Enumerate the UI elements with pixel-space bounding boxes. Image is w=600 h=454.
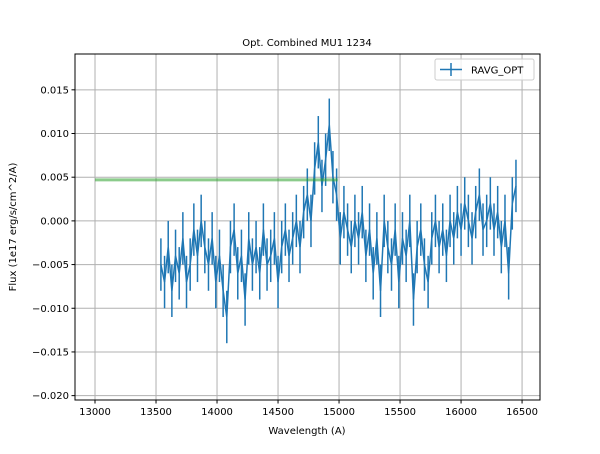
x-tick-label: 14500 — [262, 407, 294, 418]
chart-title: Opt. Combined MU1 1234 — [242, 38, 371, 49]
plot-area — [95, 98, 517, 344]
y-tick-label: −0.010 — [32, 304, 69, 315]
x-tick-label: 14000 — [201, 407, 233, 418]
spectrum-line — [160, 124, 517, 318]
x-axis: 13000 13500 14000 14500 15000 15500 16000 16500 — [79, 400, 538, 418]
x-tick-label: 15500 — [384, 407, 416, 418]
x-tick-label: 13000 — [79, 407, 111, 418]
legend-label: RAVG_OPT — [471, 66, 524, 77]
y-tick-label: 0.010 — [40, 129, 69, 140]
y-tick-label: −0.015 — [32, 347, 69, 358]
legend: RAVG_OPT — [434, 58, 535, 81]
x-tick-label: 16500 — [506, 407, 538, 418]
y-tick-label: 0.015 — [40, 85, 69, 96]
x-axis-label: Wavelength (A) — [268, 426, 345, 437]
x-tick-label: 15000 — [323, 407, 355, 418]
y-tick-label: 0.000 — [40, 216, 69, 227]
series-RAVG_OPT — [160, 98, 517, 344]
x-tick-label: 16000 — [445, 407, 477, 418]
y-axis: 0.015 0.010 0.005 0.000 −0.005 −0.010 −0.015 −0… — [32, 85, 75, 402]
axes-frame — [74, 53, 541, 401]
y-tick-label: −0.020 — [32, 391, 69, 402]
y-tick-label: 0.005 — [40, 173, 69, 184]
x-tick-label: 13500 — [140, 407, 172, 418]
legend-box — [434, 58, 535, 81]
y-tick-label: −0.005 — [32, 260, 69, 271]
y-axis-label: Flux (1e17 erg/s/cm^2/A) — [8, 163, 19, 292]
